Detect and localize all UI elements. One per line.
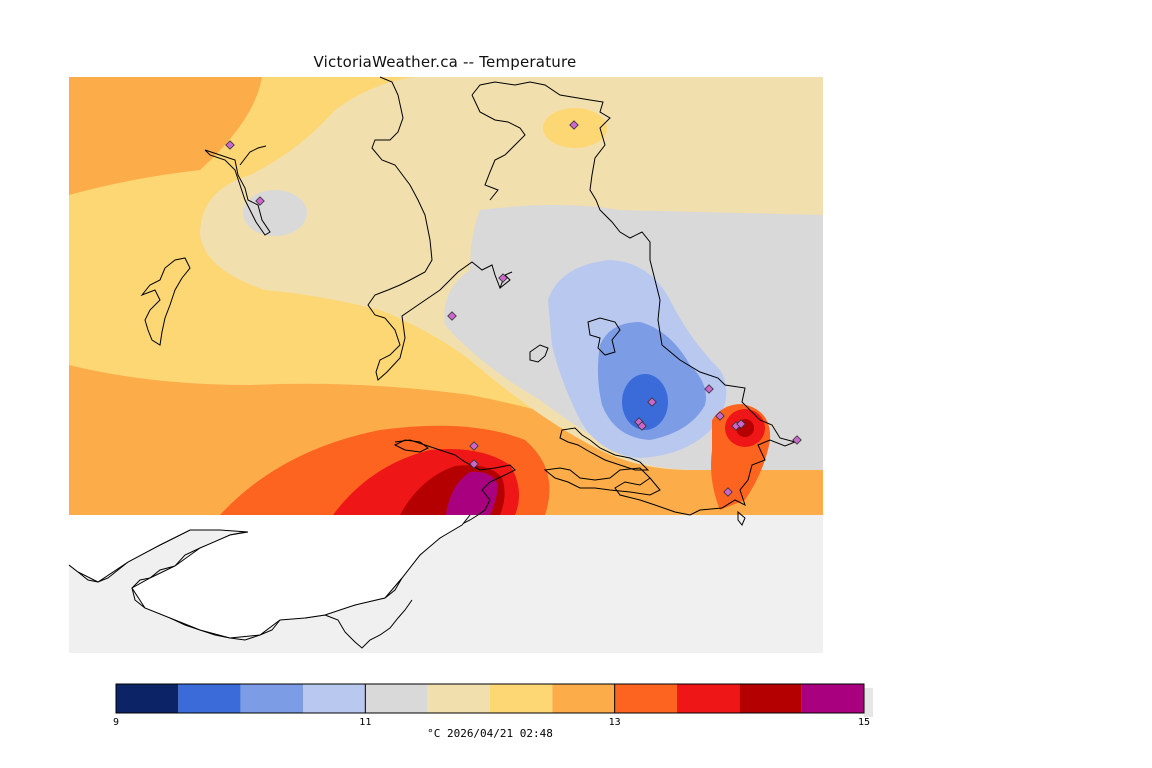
esquimalt-island	[393, 439, 429, 453]
legend-bin-8	[614, 684, 677, 713]
legend-bin-4	[365, 684, 428, 713]
legend-bin-6	[490, 684, 553, 713]
metchosin-coast-3	[324, 599, 413, 649]
station-marker[interactable]	[469, 459, 479, 469]
legend-tick-label: 9	[112, 717, 120, 728]
station-marker[interactable]	[704, 384, 714, 394]
legend-bin-5	[427, 684, 490, 713]
legend-tick-label: 11	[359, 717, 372, 728]
north-islands-coast	[471, 81, 797, 516]
legend-tick-label: 15	[857, 717, 871, 728]
legend-caption: °C 2026/04/21 02:48	[427, 727, 553, 740]
legend-shadow	[864, 688, 873, 717]
contour-9-5-10	[622, 374, 668, 430]
legend-bin-10	[739, 684, 802, 713]
station-marker[interactable]	[498, 273, 508, 283]
esquimalt-coast	[324, 439, 516, 616]
station-marker[interactable]	[447, 311, 457, 321]
haro-coast	[499, 271, 513, 289]
coastlines	[68, 76, 797, 649]
legend-bins	[115, 683, 873, 717]
victoria-harbour-coast	[543, 467, 661, 496]
saanich-peninsula-coast	[367, 76, 504, 381]
station-marker[interactable]	[723, 487, 733, 497]
legend-bin-3	[303, 684, 366, 713]
legend-tick-label: 13	[608, 717, 621, 728]
sooke-island	[140, 257, 191, 346]
station-marker[interactable]	[736, 419, 746, 429]
station-marker[interactable]	[637, 421, 647, 431]
station-marker[interactable]	[255, 196, 265, 206]
station-marker[interactable]	[792, 435, 802, 445]
legend-bin-2	[240, 684, 303, 713]
contour-14-5-sw	[446, 471, 498, 515]
legend-bin-7	[552, 684, 615, 713]
north-island-inner	[471, 94, 526, 201]
temperature-map	[68, 76, 823, 653]
james-island	[587, 317, 621, 356]
station-marker[interactable]	[647, 397, 657, 407]
small-island-1	[529, 344, 549, 363]
legend-bin-9	[677, 684, 740, 713]
east-point-coast	[737, 510, 746, 526]
legend-bin-0	[116, 684, 179, 713]
station-marker[interactable]	[225, 140, 235, 150]
station-markers	[225, 120, 802, 497]
legend-ticks	[115, 684, 865, 713]
legend-bin-1	[178, 684, 241, 713]
inner-harbour	[559, 427, 650, 471]
southwest-land-mask	[69, 515, 470, 638]
station-marker[interactable]	[569, 120, 579, 130]
station-marker[interactable]	[715, 411, 725, 421]
station-marker[interactable]	[469, 441, 479, 451]
map-title: VictoriaWeather.ca -- Temperature	[313, 53, 577, 71]
west-shore-coast-2	[239, 145, 267, 166]
legend-bin-11	[801, 684, 864, 713]
temperature-contours	[69, 77, 823, 515]
west-shore-coast	[204, 149, 271, 236]
southwest-land-outline	[68, 514, 471, 639]
